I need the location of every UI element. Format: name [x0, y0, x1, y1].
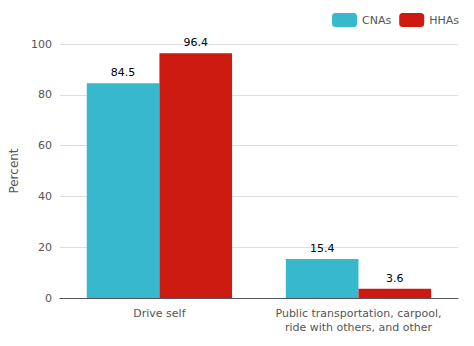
svg-text:15.4: 15.4 — [310, 242, 335, 255]
svg-text:3.6: 3.6 — [386, 272, 404, 285]
svg-text:ride with others, and other: ride with others, and other — [285, 321, 433, 334]
svg-text:80: 80 — [38, 88, 52, 101]
svg-text:20: 20 — [38, 241, 52, 254]
svg-text:60: 60 — [38, 139, 52, 152]
svg-text:100: 100 — [31, 38, 52, 51]
svg-text:96.4: 96.4 — [183, 36, 208, 49]
svg-text:Drive self: Drive self — [133, 307, 186, 320]
svg-text:Public transportation, carpool: Public transportation, carpool, — [275, 307, 441, 320]
svg-text:CNAs: CNAs — [362, 14, 391, 27]
svg-text:Percent: Percent — [7, 148, 21, 193]
svg-text:HHAs: HHAs — [429, 14, 459, 27]
svg-text:0: 0 — [45, 292, 52, 305]
svg-text:84.5: 84.5 — [111, 66, 135, 79]
svg-text:40: 40 — [38, 190, 52, 203]
